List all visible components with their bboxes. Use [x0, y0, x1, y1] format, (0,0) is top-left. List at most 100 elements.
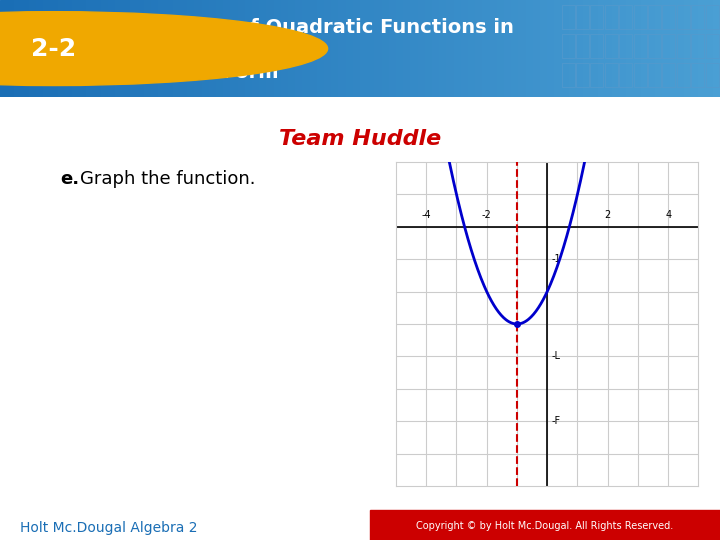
- Bar: [634, 0, 641, 97]
- Bar: [533, 0, 540, 97]
- Bar: [7, 0, 14, 97]
- Bar: [713, 0, 720, 97]
- Bar: [605, 63, 618, 87]
- Bar: [605, 5, 618, 29]
- Bar: [130, 0, 137, 97]
- Bar: [648, 0, 655, 97]
- Bar: [677, 0, 684, 97]
- Bar: [446, 0, 454, 97]
- Text: Standard Form: Standard Form: [115, 63, 279, 83]
- Bar: [43, 0, 50, 97]
- Bar: [115, 0, 122, 97]
- Bar: [706, 5, 719, 29]
- Text: 2-2: 2-2: [32, 37, 76, 60]
- Bar: [706, 34, 719, 58]
- Bar: [648, 34, 661, 58]
- Bar: [540, 0, 547, 97]
- Bar: [166, 0, 173, 97]
- Bar: [180, 0, 187, 97]
- Bar: [461, 0, 468, 97]
- Bar: [50, 0, 58, 97]
- Bar: [281, 0, 288, 97]
- Bar: [562, 0, 569, 97]
- Bar: [706, 0, 713, 97]
- Bar: [94, 0, 101, 97]
- Bar: [482, 0, 490, 97]
- Bar: [691, 63, 704, 87]
- Bar: [317, 0, 324, 97]
- Text: -F: -F: [552, 416, 561, 426]
- Bar: [266, 0, 274, 97]
- Bar: [562, 5, 575, 29]
- Text: Copyright © by Holt Mc.Dougal. All Rights Reserved.: Copyright © by Holt Mc.Dougal. All Right…: [416, 521, 674, 531]
- Bar: [396, 0, 403, 97]
- Bar: [295, 0, 302, 97]
- Bar: [526, 0, 533, 97]
- Bar: [590, 63, 603, 87]
- Bar: [425, 0, 432, 97]
- Bar: [202, 0, 209, 97]
- Bar: [122, 0, 130, 97]
- Bar: [238, 0, 245, 97]
- Bar: [698, 0, 706, 97]
- Bar: [86, 0, 94, 97]
- Bar: [475, 0, 482, 97]
- Bar: [288, 0, 295, 97]
- Bar: [576, 63, 589, 87]
- Bar: [619, 5, 632, 29]
- Bar: [173, 0, 180, 97]
- Text: 4: 4: [665, 210, 671, 220]
- Bar: [648, 63, 661, 87]
- Bar: [641, 0, 648, 97]
- Bar: [619, 34, 632, 58]
- Bar: [706, 63, 719, 87]
- Bar: [677, 34, 690, 58]
- Bar: [583, 0, 590, 97]
- Bar: [360, 0, 367, 97]
- Text: -L: -L: [552, 352, 561, 361]
- Bar: [374, 0, 382, 97]
- Text: Holt Mc.Dougal Algebra 2: Holt Mc.Dougal Algebra 2: [20, 521, 197, 535]
- Bar: [691, 34, 704, 58]
- Bar: [410, 0, 418, 97]
- Bar: [151, 0, 158, 97]
- Bar: [634, 63, 647, 87]
- Bar: [662, 0, 670, 97]
- Bar: [338, 0, 346, 97]
- Bar: [691, 5, 704, 29]
- Bar: [194, 0, 202, 97]
- Bar: [619, 63, 632, 87]
- Bar: [590, 0, 598, 97]
- Bar: [677, 5, 690, 29]
- Bar: [252, 0, 259, 97]
- Text: Team Huddle: Team Huddle: [279, 129, 441, 149]
- Bar: [101, 0, 108, 97]
- Bar: [576, 34, 589, 58]
- Bar: [346, 0, 353, 97]
- Bar: [468, 0, 475, 97]
- Bar: [454, 0, 461, 97]
- Text: Properties of Quadratic Functions in: Properties of Quadratic Functions in: [115, 18, 514, 37]
- Text: e.: e.: [60, 170, 79, 188]
- Text: -4: -4: [421, 210, 431, 220]
- Bar: [634, 34, 647, 58]
- Bar: [324, 0, 331, 97]
- Bar: [662, 34, 675, 58]
- Bar: [72, 0, 79, 97]
- Bar: [590, 34, 603, 58]
- Bar: [648, 5, 661, 29]
- Bar: [0, 0, 7, 97]
- Bar: [619, 0, 626, 97]
- Bar: [684, 0, 691, 97]
- Bar: [677, 63, 690, 87]
- Bar: [389, 0, 396, 97]
- Bar: [144, 0, 151, 97]
- Bar: [274, 0, 281, 97]
- Bar: [554, 0, 562, 97]
- Bar: [22, 0, 29, 97]
- Bar: [216, 0, 223, 97]
- Bar: [547, 0, 554, 97]
- Bar: [605, 34, 618, 58]
- Bar: [331, 0, 338, 97]
- Bar: [245, 0, 252, 97]
